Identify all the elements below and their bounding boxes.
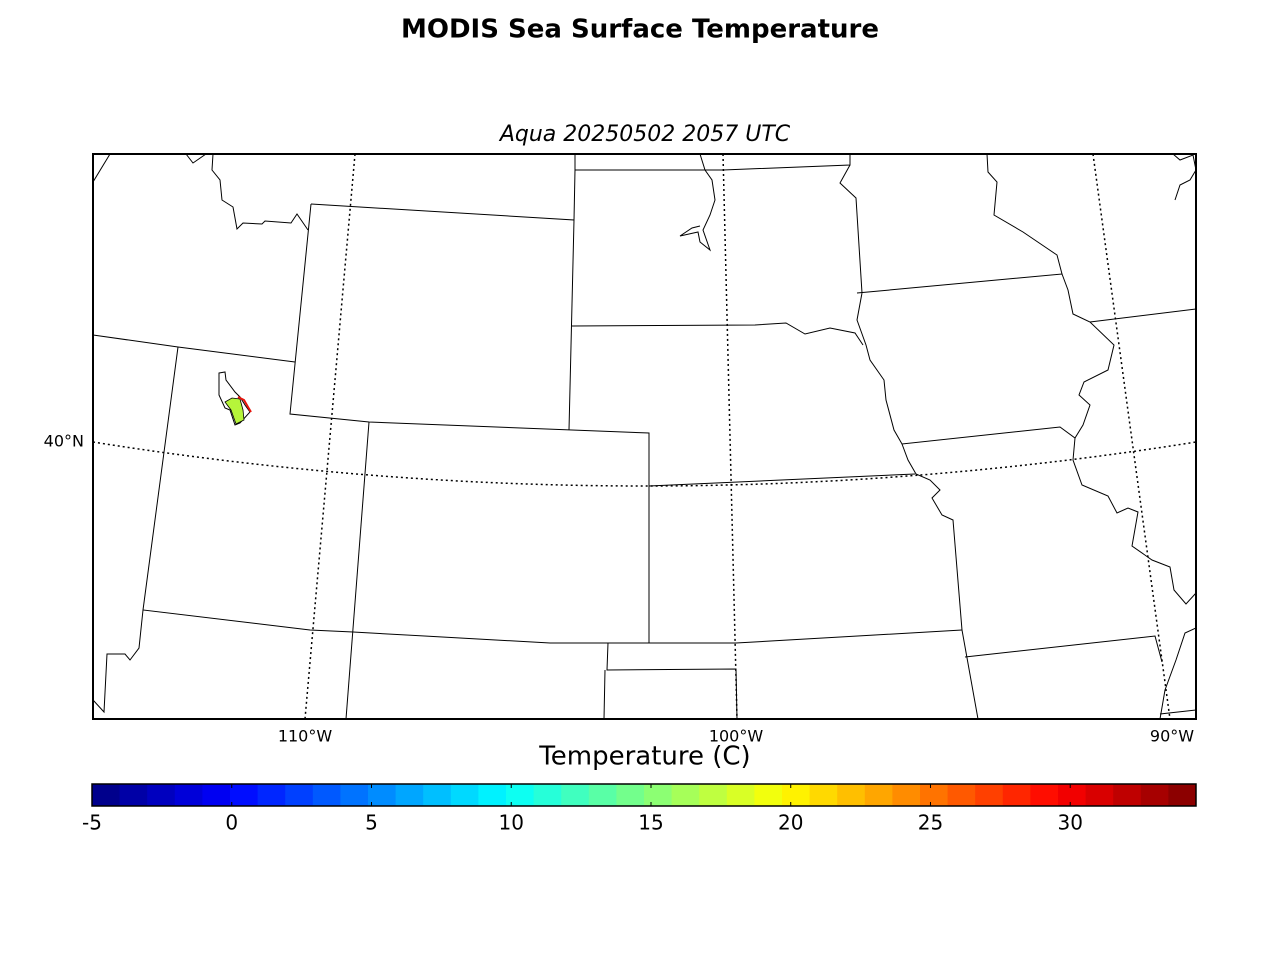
colorbar-segment xyxy=(478,784,507,806)
colorbar-segment xyxy=(450,784,479,806)
colorbar-segment xyxy=(754,784,783,806)
colorbar-segment xyxy=(864,784,893,806)
colorbar-segment xyxy=(644,784,673,806)
colorbar-segment xyxy=(1002,784,1031,806)
map: 40°N 110°W 100°W 90°W xyxy=(44,153,1197,746)
lon-label: 110°W xyxy=(278,727,333,746)
colorbar-segment xyxy=(1140,784,1169,806)
colorbar-segment xyxy=(699,784,728,806)
lat-label: 40°N xyxy=(44,432,84,451)
map-frame xyxy=(92,153,1197,720)
colorbar-frame xyxy=(91,783,1197,807)
colorbar-segment xyxy=(423,784,452,806)
colorbar-segment xyxy=(257,784,286,806)
colorbar-tick-label: 15 xyxy=(638,811,663,835)
colorbar-segment xyxy=(202,784,231,806)
colorbar-segment xyxy=(782,784,811,806)
colorbar-segment xyxy=(892,784,921,806)
colorbar-segment xyxy=(837,784,866,806)
colorbar-segment xyxy=(947,784,976,806)
colorbar-segment xyxy=(616,784,645,806)
colorbar-segment xyxy=(671,784,700,806)
colorbar-segment xyxy=(395,784,424,806)
colorbar-segment xyxy=(340,784,369,806)
colorbar-segment xyxy=(1058,784,1087,806)
colorbar-tick-label: 25 xyxy=(918,811,943,835)
colorbar-segment xyxy=(230,784,259,806)
colorbar-segment xyxy=(147,784,176,806)
colorbar: -5 0 5 10 15 20 25 30 xyxy=(82,783,1197,835)
colorbar-segment xyxy=(92,784,121,806)
colorbar-segment xyxy=(726,784,755,806)
colorbar-tick-label: 30 xyxy=(1058,811,1083,835)
colorbar-segment xyxy=(1030,784,1059,806)
colorbar-tick-label: 5 xyxy=(365,811,378,835)
colorbar-segment xyxy=(119,784,148,806)
colorbar-segment xyxy=(533,784,562,806)
colorbar-tick-label: -5 xyxy=(82,811,102,835)
colorbar-segment xyxy=(920,784,949,806)
colorbar-label: Temperature (C) xyxy=(538,742,750,772)
title: MODIS Sea Surface Temperature xyxy=(401,15,879,45)
colorbar-segment xyxy=(1168,784,1197,806)
colorbar-segment xyxy=(1085,784,1114,806)
colorbar-segment xyxy=(506,784,535,806)
colorbar-segment xyxy=(285,784,314,806)
colorbar-segment xyxy=(809,784,838,806)
colorbar-segment xyxy=(975,784,1004,806)
lon-label: 90°W xyxy=(1150,727,1194,746)
subtitle: Aqua 20250502 2057 UTC xyxy=(498,122,791,147)
borders xyxy=(93,154,1196,719)
colorbar-tick-label: 0 xyxy=(225,811,238,835)
colorbar-segment xyxy=(588,784,617,806)
colorbar-segment xyxy=(1113,784,1142,806)
colorbar-tick-label: 20 xyxy=(778,811,803,835)
colorbar-segment xyxy=(174,784,203,806)
colorbar-segment xyxy=(312,784,341,806)
colorbar-segment xyxy=(368,784,397,806)
lon-label: 100°W xyxy=(709,727,764,746)
colorbar-tick-label: 10 xyxy=(499,811,524,835)
colorbar-segment xyxy=(561,784,590,806)
